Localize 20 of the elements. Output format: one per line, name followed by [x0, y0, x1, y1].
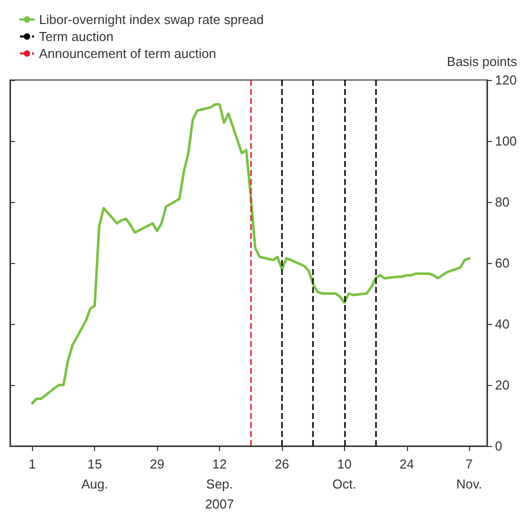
y-tick-label: 20	[495, 378, 510, 392]
legend-label: Libor-overnight index swap rate spread	[39, 12, 264, 27]
y-axis-title: Basis points	[446, 54, 518, 69]
line-series	[31, 103, 470, 405]
x-tick-label: 29	[150, 456, 164, 472]
x-tick-label: 24	[400, 456, 414, 472]
x-tick-label: 10 Oct.	[332, 456, 356, 492]
x-tick-label: 26	[274, 456, 290, 472]
legend-label: Announcement of term auction	[39, 46, 216, 61]
y-tick-label: 0	[495, 438, 502, 454]
x-tick-label: 12 Sep. 2007	[205, 456, 234, 512]
x-tick-label: 15 Aug.	[81, 456, 108, 492]
y-tick-label: 120	[495, 72, 517, 88]
y-tick-label: 40	[495, 316, 510, 332]
x-tick-label: 7 Nov.	[456, 456, 482, 492]
y-tick-label: 60	[495, 256, 510, 270]
y-tick-label: 80	[495, 194, 510, 210]
x-tick-label: 1	[28, 456, 36, 472]
y-tick-label: 100	[495, 134, 517, 148]
legend-label: Term auction	[39, 29, 114, 44]
